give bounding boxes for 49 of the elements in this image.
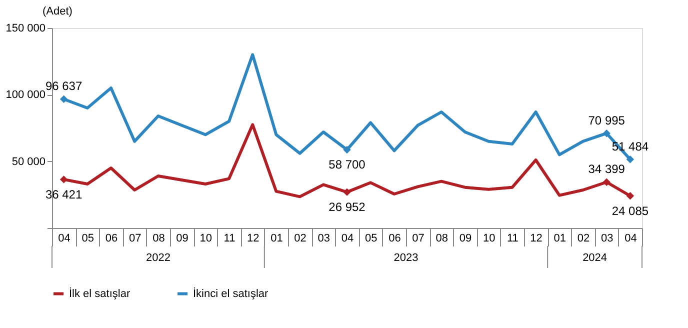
x-tick-label: 07	[128, 232, 142, 244]
x-tick-label: 04	[624, 232, 637, 244]
x-tick-label: 09	[459, 232, 472, 244]
x-tick-label: 09	[176, 232, 188, 244]
x-tick-label: 05	[364, 232, 378, 244]
x-tick-label: 10	[482, 232, 496, 244]
point	[602, 178, 610, 186]
text: 2022	[146, 252, 170, 264]
x-tick-label: 10	[200, 232, 212, 244]
legend-label: İlk el satışlar	[69, 286, 130, 300]
legend-label: İkinci el satışlar	[193, 286, 269, 300]
point	[60, 95, 68, 104]
data-label: 96 637	[45, 79, 82, 94]
x-tick-label: 01	[270, 232, 283, 244]
x-tick-label: 06	[105, 232, 118, 244]
x-tick-label: 11	[506, 232, 518, 244]
x-tick-label: 02	[577, 232, 590, 244]
x-tick-label: 02	[294, 232, 306, 244]
x-tick-label: 04	[341, 232, 354, 244]
x-tick-label: 03	[318, 232, 330, 244]
point	[626, 192, 634, 200]
y-tick-label: 150 000	[6, 22, 46, 34]
point	[626, 155, 634, 164]
x-tick-label: 07	[412, 232, 424, 244]
x-tick-label: 01	[554, 232, 566, 244]
x-tick-label: 08	[436, 232, 448, 244]
text: 2023	[394, 252, 418, 264]
y-axis-title: (Adet)	[42, 6, 72, 18]
x-tick-label: 04	[58, 232, 70, 244]
x-tick-label: 12	[246, 232, 260, 244]
text: 2024	[582, 252, 608, 264]
y-tick-label: 50 000	[12, 156, 46, 168]
y-tick-label: 100 000	[6, 89, 46, 102]
point	[343, 146, 351, 154]
point	[60, 176, 68, 184]
point	[602, 129, 610, 138]
x-tick-label: 08	[152, 232, 165, 244]
data-label: 58 700	[328, 158, 366, 172]
x-tick-label: 05	[82, 232, 94, 244]
x-tick-label: 06	[388, 232, 401, 244]
data-label: 26 952	[328, 200, 366, 214]
data-label: 70 995	[588, 113, 626, 128]
x-tick-label: 03	[600, 232, 614, 244]
data-label: 24 085	[612, 204, 649, 218]
data-label: 34 399	[588, 162, 626, 176]
data-label: 36 421	[45, 187, 82, 202]
x-tick-label: 11	[224, 232, 236, 244]
x-tick-label: 12	[530, 232, 542, 244]
point	[343, 188, 351, 196]
